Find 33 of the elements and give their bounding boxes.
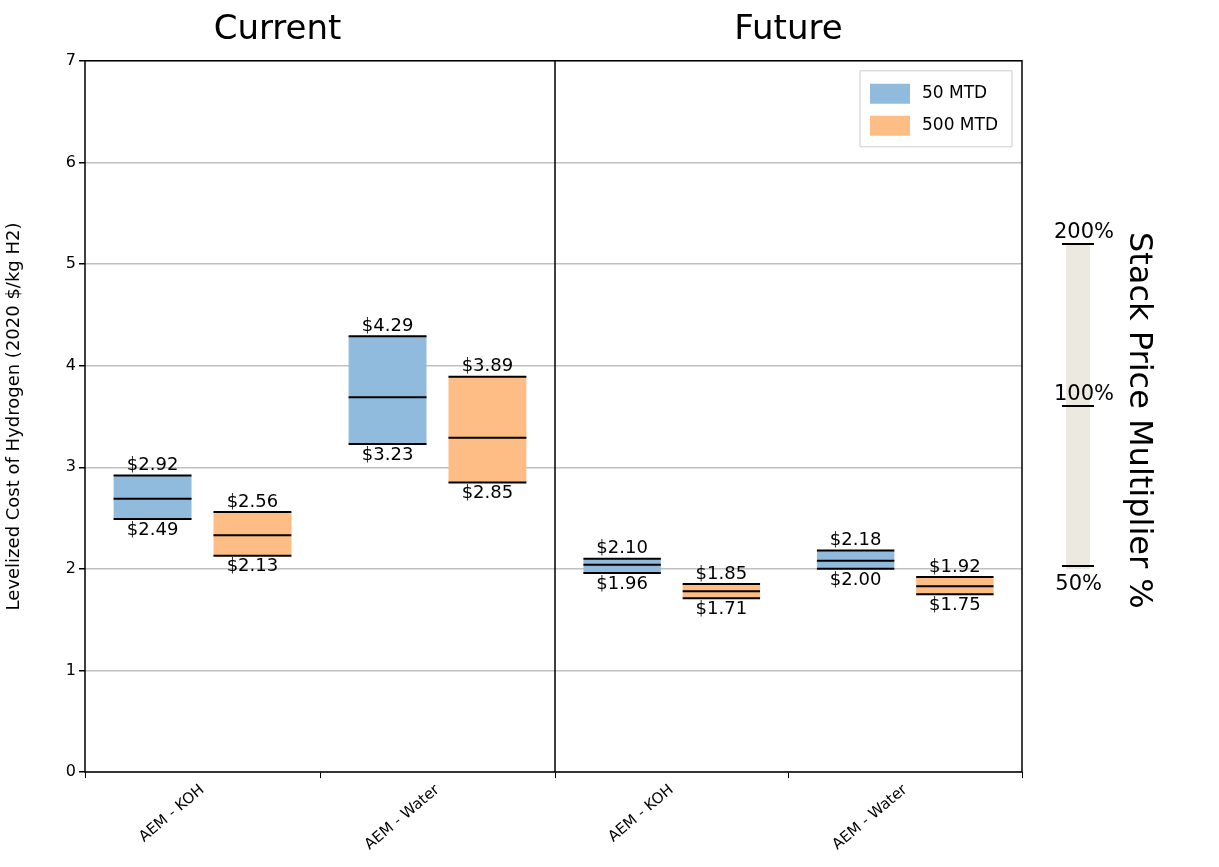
- y-tick-label: 2: [65, 558, 76, 578]
- text: Stack Price Multiplier %: [1121, 230, 1161, 611]
- annotation: $2.56: [226, 489, 279, 511]
- text: 200%: [1054, 219, 1115, 243]
- annotation: $2.85: [461, 481, 514, 503]
- annotation: $1.92: [929, 554, 981, 576]
- y-tick-label: 1: [65, 659, 76, 679]
- annotation: $1.85: [695, 561, 748, 583]
- chart-title: Future: [734, 7, 843, 48]
- annotation: $3.23: [361, 442, 414, 464]
- text: 50%: [1055, 571, 1103, 595]
- y-tick-label: 0: [65, 761, 76, 781]
- y-tick-label: 7: [65, 49, 76, 69]
- annotation: $3.89: [461, 354, 514, 376]
- annotation: $1.71: [695, 597, 748, 619]
- annotation: $2.92: [126, 453, 179, 475]
- annotation: $2.00: [829, 567, 882, 589]
- annotation: $2.49: [126, 517, 179, 539]
- chart-title: Current: [213, 7, 342, 48]
- annotation: $4.29: [361, 313, 414, 335]
- annotation: $2.10: [596, 536, 648, 558]
- legend-label: 500 MTD: [922, 114, 999, 135]
- y-tick-label: 4: [65, 354, 76, 374]
- y-tick-label: 6: [65, 151, 76, 171]
- annotation: $1.96: [596, 571, 648, 593]
- annotation: $2.13: [226, 554, 279, 576]
- y-tick-label: 3: [65, 456, 76, 476]
- y-tick-label: 5: [65, 253, 76, 273]
- legend-label: 50 MTD: [922, 82, 988, 103]
- text: 100%: [1054, 381, 1115, 405]
- annotation: $2.18: [829, 528, 882, 550]
- annotation: $1.75: [929, 592, 981, 614]
- y-axis-title: Levelized Cost of Hydrogen (2020 $/kg H2): [2, 222, 24, 611]
